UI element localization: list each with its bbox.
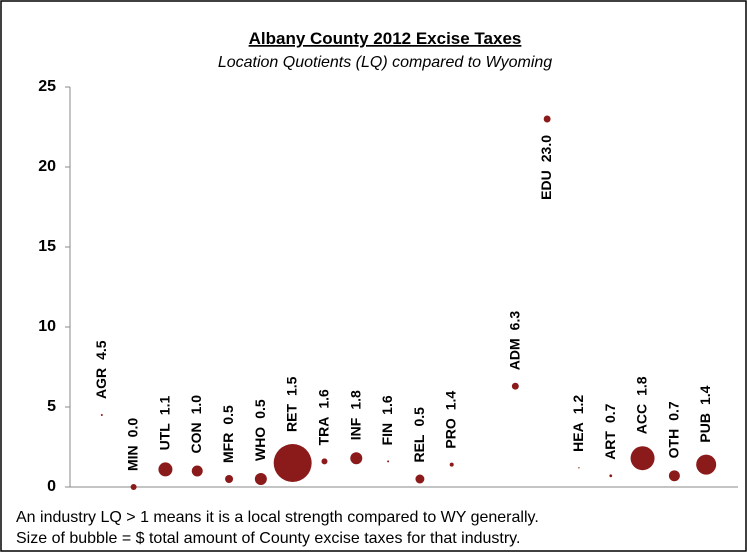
data-label: ADM 6.3 <box>506 311 522 371</box>
data-label-value: 1.8 <box>347 390 363 410</box>
y-tick-label: 5 <box>47 398 56 415</box>
data-label-value: 0.7 <box>665 401 681 421</box>
data-label-category: ADM <box>506 338 522 370</box>
data-label: UTL 1.1 <box>156 396 172 451</box>
data-label-value: 0.7 <box>601 403 617 423</box>
data-label: ACC 1.8 <box>633 376 649 434</box>
note: Size of bubble = $ total amount of Count… <box>16 530 520 547</box>
y-tick-label: 25 <box>38 78 56 95</box>
data-label-category: TRA <box>315 417 331 446</box>
data-label-category: CON <box>188 422 204 453</box>
chart-title: Albany County 2012 Excise Taxes <box>249 29 522 48</box>
data-label-value: 1.2 <box>570 395 586 415</box>
bubble <box>668 470 680 482</box>
bubble <box>543 115 551 123</box>
data-label: MFR 0.5 <box>220 405 236 463</box>
data-label-value: 4.5 <box>93 340 109 360</box>
data-label-value: 1.0 <box>188 395 204 415</box>
data-label-value: 0.0 <box>124 418 140 438</box>
bubble <box>415 474 425 484</box>
data-label: OTH 0.7 <box>665 401 681 458</box>
data-label-value: 1.8 <box>633 376 649 396</box>
data-label: WHO 0.5 <box>252 399 268 461</box>
data-label-value: 1.1 <box>156 396 172 416</box>
data-label-category: RET <box>283 404 299 432</box>
bubble <box>350 452 363 465</box>
data-label-category: ART <box>601 431 617 460</box>
data-label-category: ACC <box>633 404 649 434</box>
data-label-value: 1.4 <box>697 385 713 405</box>
y-tick-label: 15 <box>38 238 56 255</box>
bubble <box>191 465 203 477</box>
bubble <box>609 474 613 478</box>
data-label: INF 1.8 <box>347 390 363 440</box>
data-label: HEA 1.2 <box>570 395 586 452</box>
bubble <box>387 460 390 463</box>
data-label-category: HEA <box>570 422 586 452</box>
data-label: REL 0.5 <box>411 407 427 463</box>
bubble <box>630 446 655 471</box>
data-label-category: MFR <box>220 433 236 463</box>
data-label-category: PRO <box>442 418 458 448</box>
note: An industry LQ > 1 means it is a local s… <box>16 509 539 526</box>
data-label-category: PUB <box>697 413 713 443</box>
bubble <box>511 382 519 390</box>
y-tick-label: 10 <box>38 318 56 335</box>
data-label-category: EDU <box>538 170 554 200</box>
data-label-category: AGR <box>93 368 109 399</box>
bubble <box>100 414 103 416</box>
data-label-value: 0.5 <box>411 407 427 427</box>
bubble <box>225 475 234 483</box>
bubble <box>273 444 312 482</box>
data-label: EDU 23.0 <box>538 135 554 200</box>
data-label: AGR 4.5 <box>93 340 109 399</box>
data-label-value: 23.0 <box>538 135 554 162</box>
data-label-category: OTH <box>665 429 681 459</box>
data-label: RET 1.5 <box>283 376 299 432</box>
data-label-value: 1.5 <box>283 376 299 396</box>
bubble <box>158 462 173 477</box>
y-tick-label: 0 <box>47 478 56 495</box>
data-label-category: MIN <box>124 445 140 471</box>
data-label-category: INF <box>347 417 363 440</box>
chart-subtitle: Location Quotients (LQ) compared to Wyom… <box>218 54 552 71</box>
bubble <box>696 454 717 475</box>
data-label: PRO 1.4 <box>442 391 458 449</box>
data-label-category: REL <box>411 434 427 462</box>
data-label-value: 1.6 <box>315 389 331 409</box>
data-label: CON 1.0 <box>188 395 204 454</box>
data-label-value: 6.3 <box>506 311 522 331</box>
data-label: ART 0.7 <box>601 403 617 459</box>
data-label-category: FIN <box>379 423 395 446</box>
data-label: FIN 1.6 <box>379 395 395 445</box>
data-label-value: 0.5 <box>220 405 236 425</box>
data-label: PUB 1.4 <box>697 385 713 442</box>
data-label-category: WHO <box>252 427 268 461</box>
data-label-value: 1.4 <box>442 391 458 411</box>
bubble <box>130 484 137 490</box>
data-label-category: UTL <box>156 423 172 451</box>
y-tick-label: 20 <box>38 158 56 175</box>
data-label-value: 1.6 <box>379 395 395 415</box>
bubble <box>578 467 580 469</box>
data-label: TRA 1.6 <box>315 389 331 445</box>
data-label: MIN 0.0 <box>124 418 140 471</box>
bubble <box>254 473 267 485</box>
bubble <box>321 458 328 465</box>
data-label-value: 0.5 <box>252 399 268 419</box>
bubble <box>449 462 454 467</box>
